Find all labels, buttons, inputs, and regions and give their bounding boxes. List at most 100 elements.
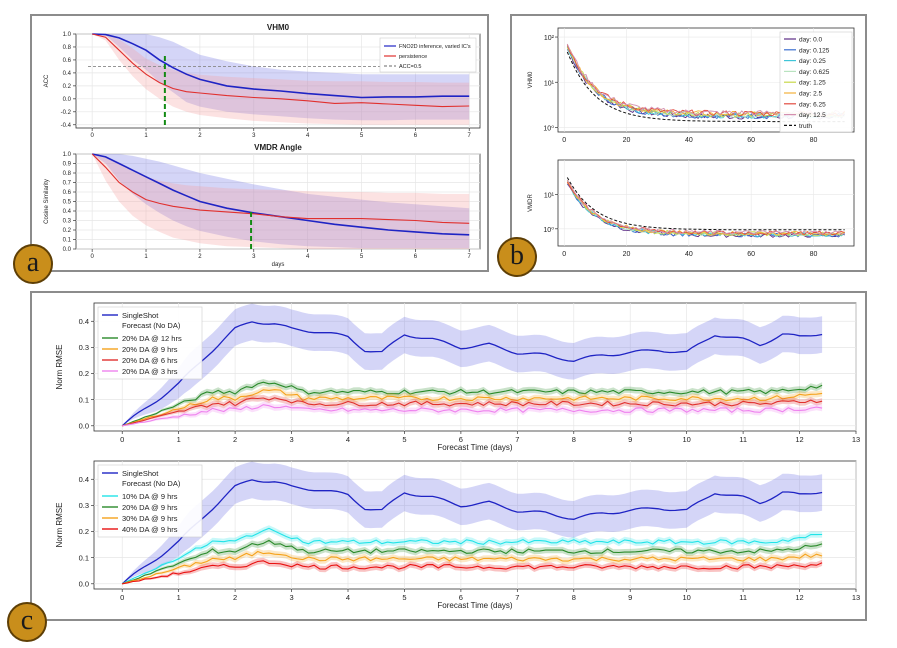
a_top-xtick-label: 2 — [198, 133, 202, 139]
panel-c: 0 1 2 3 4 5 6 7 8 9 10 11 12 13 0.0 0.1 0.2 0.3 0.4 Forecas… — [30, 291, 867, 621]
c_bottom-legend-label: 30% DA @ 9 hrs — [122, 514, 178, 523]
c_bottom-ytick-label: 0.2 — [79, 527, 89, 536]
c_top-line-green — [122, 381, 823, 427]
c_bottom-band-green — [122, 537, 823, 584]
b_bottom-ylabel: VMDR — [528, 194, 534, 212]
a_top-xtick-label: 7 — [468, 133, 472, 139]
c_top-xtick-label: 1 — [177, 435, 181, 444]
c_bottom-xtick-label: 9 — [628, 593, 632, 602]
c_top-line-pink — [122, 404, 823, 427]
c_bottom-axes-frame — [93, 460, 857, 590]
b_top-ylabel: VHM0 — [528, 71, 534, 88]
b_bottom-xtick-label: 0 — [562, 251, 566, 258]
c_top-legend-label: Forecast (No DA) — [122, 321, 181, 330]
c_top-line-orange — [122, 389, 823, 427]
c_bottom-legend-label: 10% DA @ 9 hrs — [122, 492, 178, 501]
c_bottom-xtick-label: 10 — [682, 593, 690, 602]
c_top-ytick-label: 0.4 — [79, 317, 89, 326]
a_top-ytick-label: 0.4 — [63, 71, 72, 77]
c_bottom-ylabel: Norm RMSE — [55, 503, 64, 548]
c_bottom-xtick-label: 5 — [402, 593, 406, 602]
a_bottom-xtick-label: 1 — [144, 254, 148, 260]
a_top-xtick-label: 4 — [306, 133, 310, 139]
a_bottom-xtick-label: 5 — [360, 254, 364, 260]
a_top-title: VHM0 — [267, 23, 290, 32]
b_bottom-xtick-label: 60 — [747, 251, 755, 258]
chart-c: 0 1 2 3 4 5 6 7 8 9 10 11 12 130.00.10.20.30.4Forecas… — [55, 302, 860, 610]
a_top-ytick-label: 0.8 — [63, 45, 72, 51]
a_bottom-ytick-label: 0.0 — [63, 247, 72, 253]
b-legend-label: day: 0.25 — [799, 58, 826, 65]
a_bottom-xtick-label: 7 — [468, 254, 472, 260]
c_top-xtick-label: 5 — [402, 435, 406, 444]
c_bottom-xtick-label: 12 — [795, 593, 803, 602]
c_top-band-green — [122, 379, 823, 426]
c_top-xtick-label: 12 — [795, 435, 803, 444]
b_bottom-xtick-label: 40 — [685, 251, 693, 258]
a-legend-label: persistence — [399, 54, 427, 60]
c_top-ytick-label: 0.1 — [79, 395, 89, 404]
c_top-ytick-label: 0.2 — [79, 369, 89, 378]
b-legend-label: day: 0.625 — [799, 69, 830, 76]
c_bottom-xtick-label: 0 — [120, 593, 124, 602]
a_bottom-ylabel: Cosine Similarity — [44, 179, 50, 224]
c_top-legend-label: 20% DA @ 3 hrs — [122, 367, 178, 376]
c_top-xtick-label: 7 — [515, 435, 519, 444]
a_bottom-ytick-label: 1.0 — [63, 152, 72, 158]
c_top-xtick-label: 8 — [572, 435, 576, 444]
c_bottom-band-singleshot — [122, 461, 823, 584]
c_bottom-legend-label: 40% DA @ 9 hrs — [122, 525, 178, 534]
a_bottom-ytick-label: 0.9 — [63, 162, 72, 168]
c_bottom-ytick-label: 0.4 — [79, 475, 89, 484]
a_top-line-red — [92, 33, 470, 108]
c_bottom-xtick-label: 7 — [515, 593, 519, 602]
c_bottom-legend-label: SingleShot — [122, 469, 159, 478]
b_bottom-xtick-label: 80 — [810, 251, 818, 258]
c_top-legend-box — [97, 306, 203, 380]
c_bottom-line-orange — [122, 550, 823, 585]
a_bottom-xtick-label: 2 — [198, 254, 202, 260]
c_top-ylabel: Norm RMSE — [55, 345, 64, 390]
c_bottom-line-green — [122, 539, 823, 585]
badge-b: b — [497, 237, 537, 277]
a_bottom-band-blue — [92, 154, 470, 249]
a_bottom-title: VMDR Angle — [254, 143, 302, 152]
panel-b: 0 20 40 60 80 10⁰ 10¹ 10² VHM0 0 20 40 60 80 10⁰ 10¹ VMD… — [510, 14, 867, 272]
b_bottom-ytick-label: 10⁰ — [543, 226, 554, 234]
c_top-legend-label: 20% DA @ 9 hrs — [122, 345, 178, 354]
b-legend-label: day: 12.5 — [799, 112, 826, 119]
c_top-xtick-label: 6 — [459, 435, 463, 444]
c_top-xtick-label: 11 — [739, 435, 747, 444]
c_top-xtick-label: 4 — [346, 435, 350, 444]
a_bottom-xlabel: days — [272, 262, 285, 268]
a_bottom-xtick-label: 3 — [252, 254, 256, 260]
a_bottom-ytick-label: 0.6 — [63, 190, 72, 196]
badge-a: a — [13, 244, 53, 284]
c_bottom-legend-box — [97, 464, 203, 538]
b_top-ytick-label: 10⁰ — [543, 124, 554, 132]
b_bottom-series-line — [566, 179, 845, 236]
a_top-ytick-label: -0.4 — [61, 123, 72, 129]
a_top-ytick-label: -0.2 — [61, 110, 72, 116]
a_top-ytick-label: 1.0 — [63, 32, 72, 38]
c_bottom-xtick-label: 8 — [572, 593, 576, 602]
c_bottom-xtick-label: 3 — [289, 593, 293, 602]
b_top-ytick-label: 10² — [544, 35, 555, 42]
c_bottom-band-orange — [122, 548, 823, 584]
a_bottom-line-red — [91, 153, 470, 224]
b_bottom-xtick-label: 20 — [623, 251, 631, 258]
c_bottom-line-bright_red — [122, 560, 823, 585]
a_top-xtick-label: 6 — [414, 133, 418, 139]
b_top-xtick-label: 0 — [562, 137, 566, 144]
c_top-legend-label: 20% DA @ 12 hrs — [122, 334, 182, 343]
c_bottom-legend-label: Forecast (No DA) — [122, 479, 181, 488]
chart-b: 0 20 40 60 80 10⁰ 10¹ 10² VHM0 0 20 40 60 80 10⁰ 10¹ VMD… — [528, 27, 855, 258]
chart-a: 0 1 2 3 4 5 6 7 -0.4 -0.2 0.0 0.2 0.4 0.6 0.8 1.0 VHM0 AC… — [44, 23, 481, 268]
c_top-legend-label: SingleShot — [122, 311, 159, 320]
c_top-xtick-label: 3 — [289, 435, 293, 444]
a_top-band-blue — [92, 34, 470, 121]
a_top-xtick-label: 1 — [144, 133, 148, 139]
c_bottom-xlabel: Forecast Time (days) — [437, 601, 512, 610]
a_top-ytick-label: 0.0 — [63, 97, 72, 103]
c_bottom-xtick-label: 6 — [459, 593, 463, 602]
